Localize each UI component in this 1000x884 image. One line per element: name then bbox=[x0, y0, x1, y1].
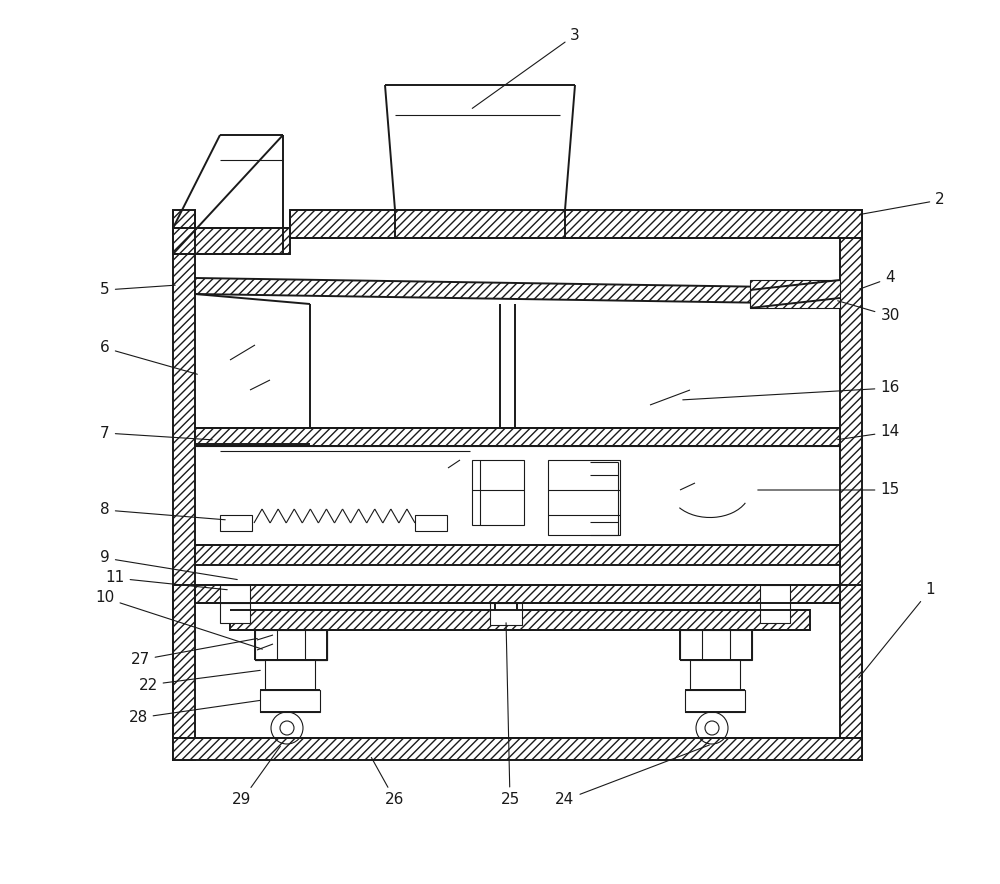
Text: 1: 1 bbox=[859, 583, 935, 678]
Bar bbox=[220, 585, 250, 623]
Text: 22: 22 bbox=[138, 670, 260, 692]
Bar bbox=[173, 210, 195, 760]
Bar bbox=[415, 515, 447, 531]
Bar bbox=[195, 428, 840, 446]
Bar bbox=[490, 603, 522, 625]
Text: 28: 28 bbox=[128, 700, 260, 726]
Text: 24: 24 bbox=[555, 745, 709, 807]
Bar bbox=[255, 630, 327, 660]
Text: 8: 8 bbox=[100, 502, 225, 520]
Bar bbox=[195, 428, 310, 444]
Text: 6: 6 bbox=[100, 340, 197, 374]
Text: 2: 2 bbox=[860, 193, 945, 215]
Bar bbox=[173, 738, 862, 760]
Text: 26: 26 bbox=[371, 758, 405, 807]
Text: 4: 4 bbox=[860, 271, 895, 289]
Bar bbox=[548, 460, 620, 535]
Text: 25: 25 bbox=[500, 623, 520, 807]
Text: 27: 27 bbox=[130, 638, 257, 667]
Bar bbox=[760, 585, 790, 623]
Bar bbox=[750, 280, 840, 308]
Text: 3: 3 bbox=[472, 27, 580, 109]
Bar bbox=[260, 690, 320, 712]
Bar bbox=[195, 585, 840, 603]
Bar bbox=[472, 460, 524, 525]
Bar bbox=[255, 630, 327, 660]
Bar bbox=[680, 630, 752, 660]
Bar bbox=[840, 210, 862, 760]
Bar bbox=[265, 660, 315, 690]
Text: 29: 29 bbox=[232, 746, 280, 807]
Text: 11: 11 bbox=[105, 570, 227, 590]
Bar bbox=[173, 228, 290, 254]
Text: 7: 7 bbox=[100, 425, 212, 440]
Bar bbox=[685, 690, 745, 712]
Bar bbox=[290, 210, 862, 238]
Bar bbox=[220, 515, 252, 531]
Text: 30: 30 bbox=[838, 301, 900, 324]
Bar bbox=[230, 610, 810, 630]
Text: 10: 10 bbox=[95, 591, 262, 649]
Bar bbox=[195, 545, 840, 565]
Polygon shape bbox=[195, 278, 840, 304]
Text: 9: 9 bbox=[100, 551, 237, 580]
Text: 14: 14 bbox=[838, 424, 900, 439]
Text: 15: 15 bbox=[758, 483, 900, 498]
Text: 16: 16 bbox=[683, 380, 900, 400]
Bar bbox=[690, 660, 740, 690]
Text: 5: 5 bbox=[100, 283, 175, 298]
